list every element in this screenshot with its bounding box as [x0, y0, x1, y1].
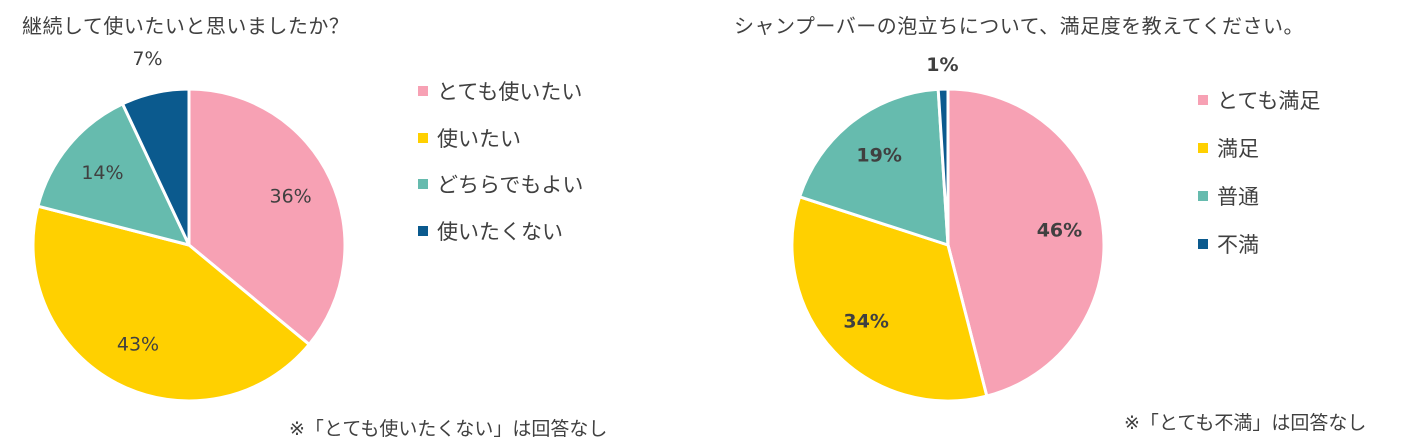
legend-label: 使いたい	[437, 126, 521, 151]
legend-item-1: とても使いたい	[418, 68, 583, 115]
legend-label: とても使いたい	[437, 80, 583, 105]
chart-legend: とても使いたい 使いたいどちらでもよい 使いたくない	[418, 68, 583, 254]
pie-chart: 36% 43% 14% 7%	[31, 48, 347, 403]
data-label-4: 1%	[926, 54, 958, 76]
data-label-2: 43%	[117, 334, 159, 356]
chart-footnote: ※「とても使いたくない」は回答なし	[289, 418, 608, 440]
legend-item-4: 使いたくない	[418, 208, 583, 255]
legend-label: とても満足	[1217, 89, 1321, 113]
legend-swatch	[418, 86, 428, 97]
legend-item-4: 不満	[1198, 220, 1320, 268]
data-label-3: 14%	[81, 162, 123, 184]
pie-slice-2	[31, 204, 312, 403]
data-label-1: 36%	[270, 186, 312, 208]
pie-slice-1	[946, 87, 1106, 398]
legend-label: 普通	[1217, 185, 1259, 209]
legend-swatch	[418, 225, 428, 236]
data-label-1: 46%	[1037, 219, 1082, 241]
data-label-3: 19%	[856, 145, 901, 167]
legend-label: 不満	[1217, 233, 1259, 257]
legend-label: 満足	[1217, 137, 1259, 161]
pie-chart: 46% 34% 19% 1%	[790, 54, 1106, 403]
legend-swatch	[418, 132, 428, 143]
legend-item-1: とても満足	[1198, 76, 1320, 124]
legend-item-2: 満足	[1198, 124, 1320, 172]
chart-footnote: ※「とても不満」は回答なし	[1124, 412, 1367, 434]
chart-title: 継続して使いたいと思いましたか？	[22, 14, 350, 38]
pie-slice-3	[36, 101, 192, 248]
legend-label: 使いたくない	[437, 219, 563, 244]
pie-slice-4	[120, 87, 191, 246]
chart-legend: とても満足満足普通不満	[1198, 76, 1320, 268]
data-label-4: 7%	[132, 48, 162, 70]
chart-panel-continue-use: 継続して使いたいと思いましたか？ 36% 43% 14% 7% とても使いたい 使いたい…	[0, 0, 708, 440]
legend-swatch	[1198, 191, 1208, 201]
legend-label: どちらでもよい	[437, 173, 584, 198]
legend-item-3: どちらでもよい	[418, 161, 583, 208]
legend-swatch	[1198, 95, 1208, 105]
data-label-2: 34%	[843, 310, 888, 332]
legend-swatch	[1198, 239, 1208, 249]
pie-slice-1	[187, 87, 347, 347]
pie-slice-4	[936, 87, 950, 246]
legend-item-3: 普通	[1198, 172, 1320, 220]
pie-slice-2	[790, 194, 989, 403]
legend-swatch	[418, 179, 428, 190]
chart-panel-lather-satisfaction: シャンプーバーの泡立ちについて、満足度を教えてください。 46% 34% 19% 1%…	[708, 0, 1416, 440]
pie-slice-3	[797, 87, 950, 248]
chart-title: シャンプーバーの泡立ちについて、満足度を教えてください。	[734, 14, 1304, 38]
legend-item-2: 使いたい	[418, 115, 583, 162]
legend-swatch	[1198, 143, 1208, 153]
